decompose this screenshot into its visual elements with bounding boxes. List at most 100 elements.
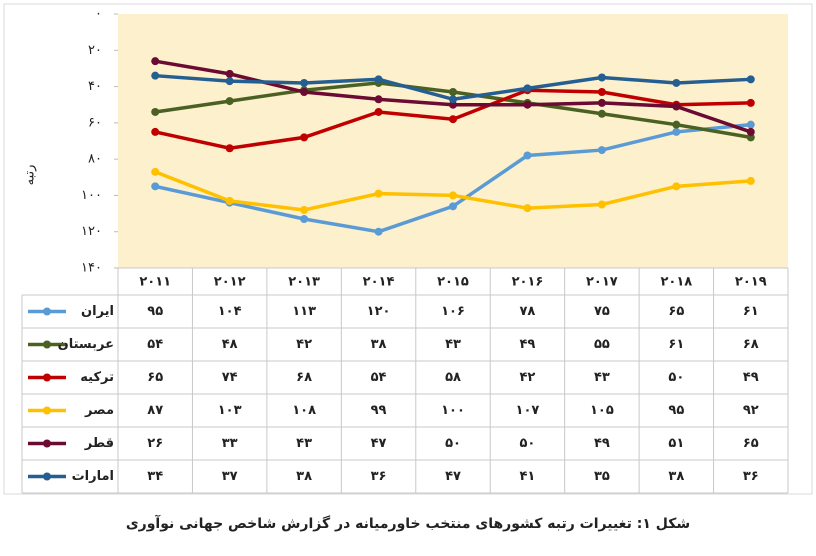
table-value: ۱۰۶ bbox=[441, 304, 465, 319]
data-point bbox=[300, 133, 309, 142]
table-value: ۶۵ bbox=[743, 436, 759, 451]
table-value: ۳۸ bbox=[296, 469, 312, 484]
legend-marker bbox=[43, 472, 51, 481]
data-point bbox=[449, 191, 457, 200]
y-tick-label: ۱۰۰ bbox=[81, 188, 102, 203]
table-value: ۵۸ bbox=[445, 370, 461, 385]
table-value: ۶۸ bbox=[743, 337, 759, 352]
data-point bbox=[449, 115, 457, 124]
table-value: ۵۴ bbox=[371, 370, 387, 385]
x-tick-label: ۲۰۱۳ bbox=[288, 275, 320, 290]
table-value: ۴۲ bbox=[296, 337, 312, 352]
data-point bbox=[374, 189, 383, 198]
table-value: ۳۸ bbox=[371, 337, 387, 352]
table-value: ۴۷ bbox=[445, 469, 461, 484]
y-tick-label: ۱۴۰ bbox=[81, 261, 102, 276]
data-point bbox=[672, 78, 681, 87]
table-value: ۲۶ bbox=[147, 436, 163, 451]
table-value: ۳۵ bbox=[594, 469, 610, 484]
data-point bbox=[672, 182, 681, 191]
table-value: ۹۵ bbox=[147, 304, 163, 319]
caption: شکل ۱: تغییرات رتبه کشورهای منتخب خاورمی… bbox=[126, 514, 690, 532]
table-value: ۶۵ bbox=[147, 370, 163, 385]
y-axis-title: رتبه bbox=[23, 165, 38, 186]
data-point bbox=[672, 120, 681, 129]
table-value: ۴۲ bbox=[520, 370, 536, 385]
table-value: ۴۱ bbox=[520, 469, 536, 484]
data-point bbox=[746, 120, 755, 129]
table-value: ۴۳ bbox=[594, 370, 610, 385]
data-point bbox=[374, 107, 383, 116]
data-point bbox=[449, 95, 457, 104]
data-point bbox=[151, 127, 160, 136]
table-value: ۵۰ bbox=[520, 436, 536, 451]
table-value: ۳۴ bbox=[147, 469, 163, 484]
legend-label: عربستان bbox=[58, 337, 114, 352]
x-tick-label: ۲۰۱۵ bbox=[437, 275, 469, 290]
x-tick-label: ۲۰۱۴ bbox=[363, 275, 395, 290]
table-value: ۵۰ bbox=[445, 436, 461, 451]
table-value: ۴۳ bbox=[296, 436, 312, 451]
y-tick-label: ۰ bbox=[95, 7, 102, 22]
data-point bbox=[746, 127, 755, 136]
table-value: ۴۹ bbox=[743, 370, 759, 385]
table-value: ۱۰۸ bbox=[292, 403, 316, 418]
data-point bbox=[672, 127, 681, 136]
table-value: ۳۶ bbox=[371, 469, 387, 484]
data-point bbox=[225, 97, 234, 106]
y-tick-label: ۱۲۰ bbox=[81, 224, 102, 239]
data-point bbox=[597, 98, 606, 107]
data-point bbox=[151, 57, 160, 66]
chart-border bbox=[3, 3, 813, 495]
table-value: ۴۳ bbox=[445, 337, 461, 352]
data-point bbox=[225, 69, 234, 78]
table-value: ۶۸ bbox=[296, 370, 312, 385]
data-point bbox=[523, 100, 532, 109]
table-value: ۶۵ bbox=[668, 304, 684, 319]
table-value: ۹۵ bbox=[668, 403, 684, 418]
x-tick-label: ۲۰۱۱ bbox=[139, 275, 171, 290]
legend-marker bbox=[43, 340, 51, 349]
table-value: ۱۰۴ bbox=[218, 304, 242, 319]
data-point bbox=[225, 196, 234, 205]
data-point bbox=[597, 88, 606, 97]
table-value: ۷۸ bbox=[520, 304, 536, 319]
table-value: ۱۰۳ bbox=[218, 403, 242, 418]
table-value: ۴۷ bbox=[371, 436, 387, 451]
table-value: ۳۸ bbox=[668, 469, 684, 484]
x-tick-label: ۲۰۱۹ bbox=[735, 275, 767, 290]
table-value: ۵۴ bbox=[147, 337, 163, 352]
data-point bbox=[300, 205, 309, 214]
table-value: ۱۰۰ bbox=[441, 403, 465, 418]
data-point bbox=[523, 84, 532, 93]
data-point bbox=[151, 167, 160, 176]
legend-marker bbox=[43, 373, 51, 382]
data-point bbox=[225, 144, 234, 153]
y-tick-label: ۴۰ bbox=[88, 79, 102, 94]
x-tick-label: ۲۰۱۲ bbox=[214, 275, 246, 290]
table-value: ۳۶ bbox=[743, 469, 759, 484]
table-value: ۱۰۵ bbox=[590, 403, 614, 418]
table-value: ۸۷ bbox=[147, 403, 163, 418]
table-value: ۳۳ bbox=[222, 436, 238, 451]
y-tick-label: ۶۰ bbox=[88, 115, 102, 130]
data-point bbox=[300, 78, 309, 87]
table-value: ۹۹ bbox=[371, 403, 387, 418]
data-point bbox=[449, 88, 457, 97]
legend-label: ترکیه bbox=[80, 370, 114, 385]
legend-label: امارات bbox=[72, 469, 114, 484]
legend-marker bbox=[43, 406, 51, 415]
x-tick-label: ۲۰۱۸ bbox=[660, 275, 692, 290]
table-value: ۶۱ bbox=[668, 337, 684, 352]
data-point bbox=[597, 200, 606, 209]
table-value: ۱۱۳ bbox=[292, 304, 316, 319]
data-point bbox=[597, 73, 606, 82]
table-value: ۴۹ bbox=[594, 436, 610, 451]
table-value: ۳۷ bbox=[222, 469, 238, 484]
data-point bbox=[374, 75, 383, 84]
legend-label: قطر bbox=[84, 436, 114, 451]
data-point bbox=[151, 182, 160, 191]
data-point bbox=[523, 151, 532, 160]
x-tick-label: ۲۰۱۶ bbox=[512, 275, 544, 290]
table-value: ۴۹ bbox=[520, 337, 536, 352]
